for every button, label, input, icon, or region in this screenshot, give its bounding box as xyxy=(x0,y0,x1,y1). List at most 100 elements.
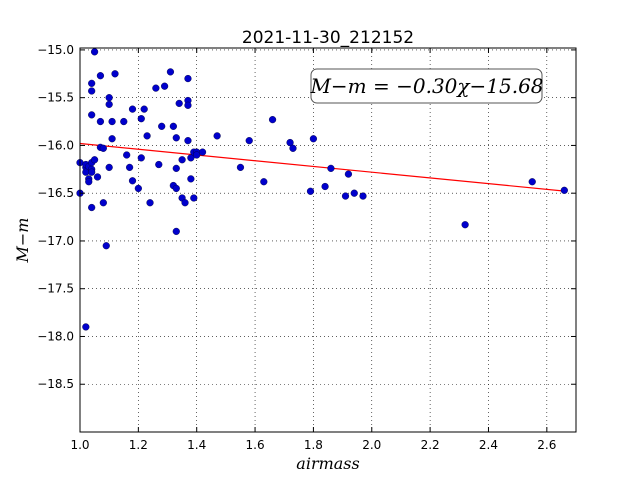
data-point xyxy=(560,186,568,194)
data-point xyxy=(85,178,93,186)
data-point xyxy=(96,72,105,80)
data-point xyxy=(172,164,180,172)
y-axis-label: M−m xyxy=(13,218,32,264)
y-tick-label: −17.5 xyxy=(37,282,74,296)
fit-layer xyxy=(79,142,568,192)
data-point xyxy=(140,105,148,113)
x-tick-label: 2.6 xyxy=(537,438,556,452)
data-point xyxy=(172,184,180,193)
data-point xyxy=(120,117,128,126)
axis-ticks: 1.0 1.2 1.4 1.6 1.8 2.0 2.2 2.4 2.6 −15.0 −15.5 −16… xyxy=(37,43,576,452)
data-point xyxy=(88,111,96,119)
data-point xyxy=(99,199,107,207)
data-point xyxy=(105,163,113,172)
data-point xyxy=(134,184,142,193)
data-point xyxy=(344,170,353,178)
data-point xyxy=(184,74,192,83)
data-point xyxy=(359,192,367,200)
data-point xyxy=(190,194,198,202)
data-point xyxy=(193,151,201,159)
data-point xyxy=(105,94,113,102)
data-point xyxy=(198,148,207,156)
plot-frame xyxy=(79,47,577,433)
data-points xyxy=(76,48,568,331)
data-point xyxy=(213,132,221,140)
data-point xyxy=(187,154,195,162)
data-point xyxy=(99,144,107,152)
data-point xyxy=(128,177,137,185)
data-point xyxy=(175,99,183,108)
annotation-text: M−m = −0.30χ−15.68 xyxy=(309,74,543,98)
x-tick-label: 2.2 xyxy=(421,438,440,452)
data-point xyxy=(172,227,180,236)
data-point xyxy=(306,187,315,195)
chart-title: 2021-11-30_212152 xyxy=(242,28,414,48)
data-point xyxy=(166,68,175,76)
data-point xyxy=(126,163,134,172)
data-point xyxy=(90,156,99,164)
x-tick-label: 1.8 xyxy=(304,438,323,452)
data-point xyxy=(236,163,245,172)
data-point xyxy=(102,242,110,250)
annotation-box xyxy=(310,68,543,104)
data-point xyxy=(155,160,163,169)
data-point xyxy=(146,199,154,207)
data-point xyxy=(88,203,96,212)
x-tick-label: 1.6 xyxy=(246,438,265,452)
data-point xyxy=(286,138,294,147)
data-point xyxy=(172,134,180,142)
data-point xyxy=(309,135,318,143)
y-tick-label: −16.5 xyxy=(37,186,74,200)
data-point xyxy=(108,135,116,143)
y-tick-label: −18.0 xyxy=(37,329,74,343)
data-point xyxy=(111,70,119,78)
y-tick-label: −17.0 xyxy=(37,234,74,248)
y-tick-label: −18.5 xyxy=(37,377,74,391)
data-point xyxy=(245,137,253,145)
grid xyxy=(79,48,576,432)
x-tick-label: 2.0 xyxy=(362,438,381,452)
data-point xyxy=(327,164,335,172)
data-point xyxy=(88,79,96,87)
data-point xyxy=(184,101,192,109)
y-tick-label: −15.5 xyxy=(37,91,74,105)
x-tick-label: 1.2 xyxy=(129,438,148,452)
data-point xyxy=(96,117,105,126)
data-point xyxy=(289,144,297,152)
data-point xyxy=(461,221,469,229)
x-tick-label: 1.4 xyxy=(187,438,206,452)
y-tick-label: −16.0 xyxy=(37,138,74,152)
x-tick-label: 1.0 xyxy=(70,438,89,452)
data-point xyxy=(528,178,536,186)
data-point xyxy=(137,154,145,162)
data-point xyxy=(341,192,350,200)
data-point xyxy=(169,122,177,130)
data-point xyxy=(93,173,102,181)
fit-annotation: M−m = −0.30χ−15.68 xyxy=(309,68,544,104)
data-point xyxy=(350,189,358,197)
data-point xyxy=(105,100,113,108)
x-tick-label: 2.4 xyxy=(479,438,498,452)
data-point xyxy=(152,84,160,92)
data-point xyxy=(187,175,195,183)
data-point xyxy=(137,115,145,123)
data-point xyxy=(184,137,192,145)
data-point xyxy=(88,87,96,95)
data-point xyxy=(181,199,189,207)
data-point xyxy=(158,122,166,130)
data-point xyxy=(128,105,137,113)
x-axis-label: airmass xyxy=(296,454,359,473)
data-point xyxy=(178,156,186,164)
data-point xyxy=(108,117,116,126)
y-tick-label: −15.0 xyxy=(37,43,74,57)
data-point xyxy=(88,168,96,176)
data-point xyxy=(260,178,268,186)
data-point xyxy=(268,116,277,124)
data-point xyxy=(90,48,99,56)
data-point xyxy=(161,82,169,90)
fit-line xyxy=(79,142,568,192)
data-point xyxy=(82,323,90,331)
data-point xyxy=(143,132,151,140)
data-point xyxy=(321,182,329,191)
